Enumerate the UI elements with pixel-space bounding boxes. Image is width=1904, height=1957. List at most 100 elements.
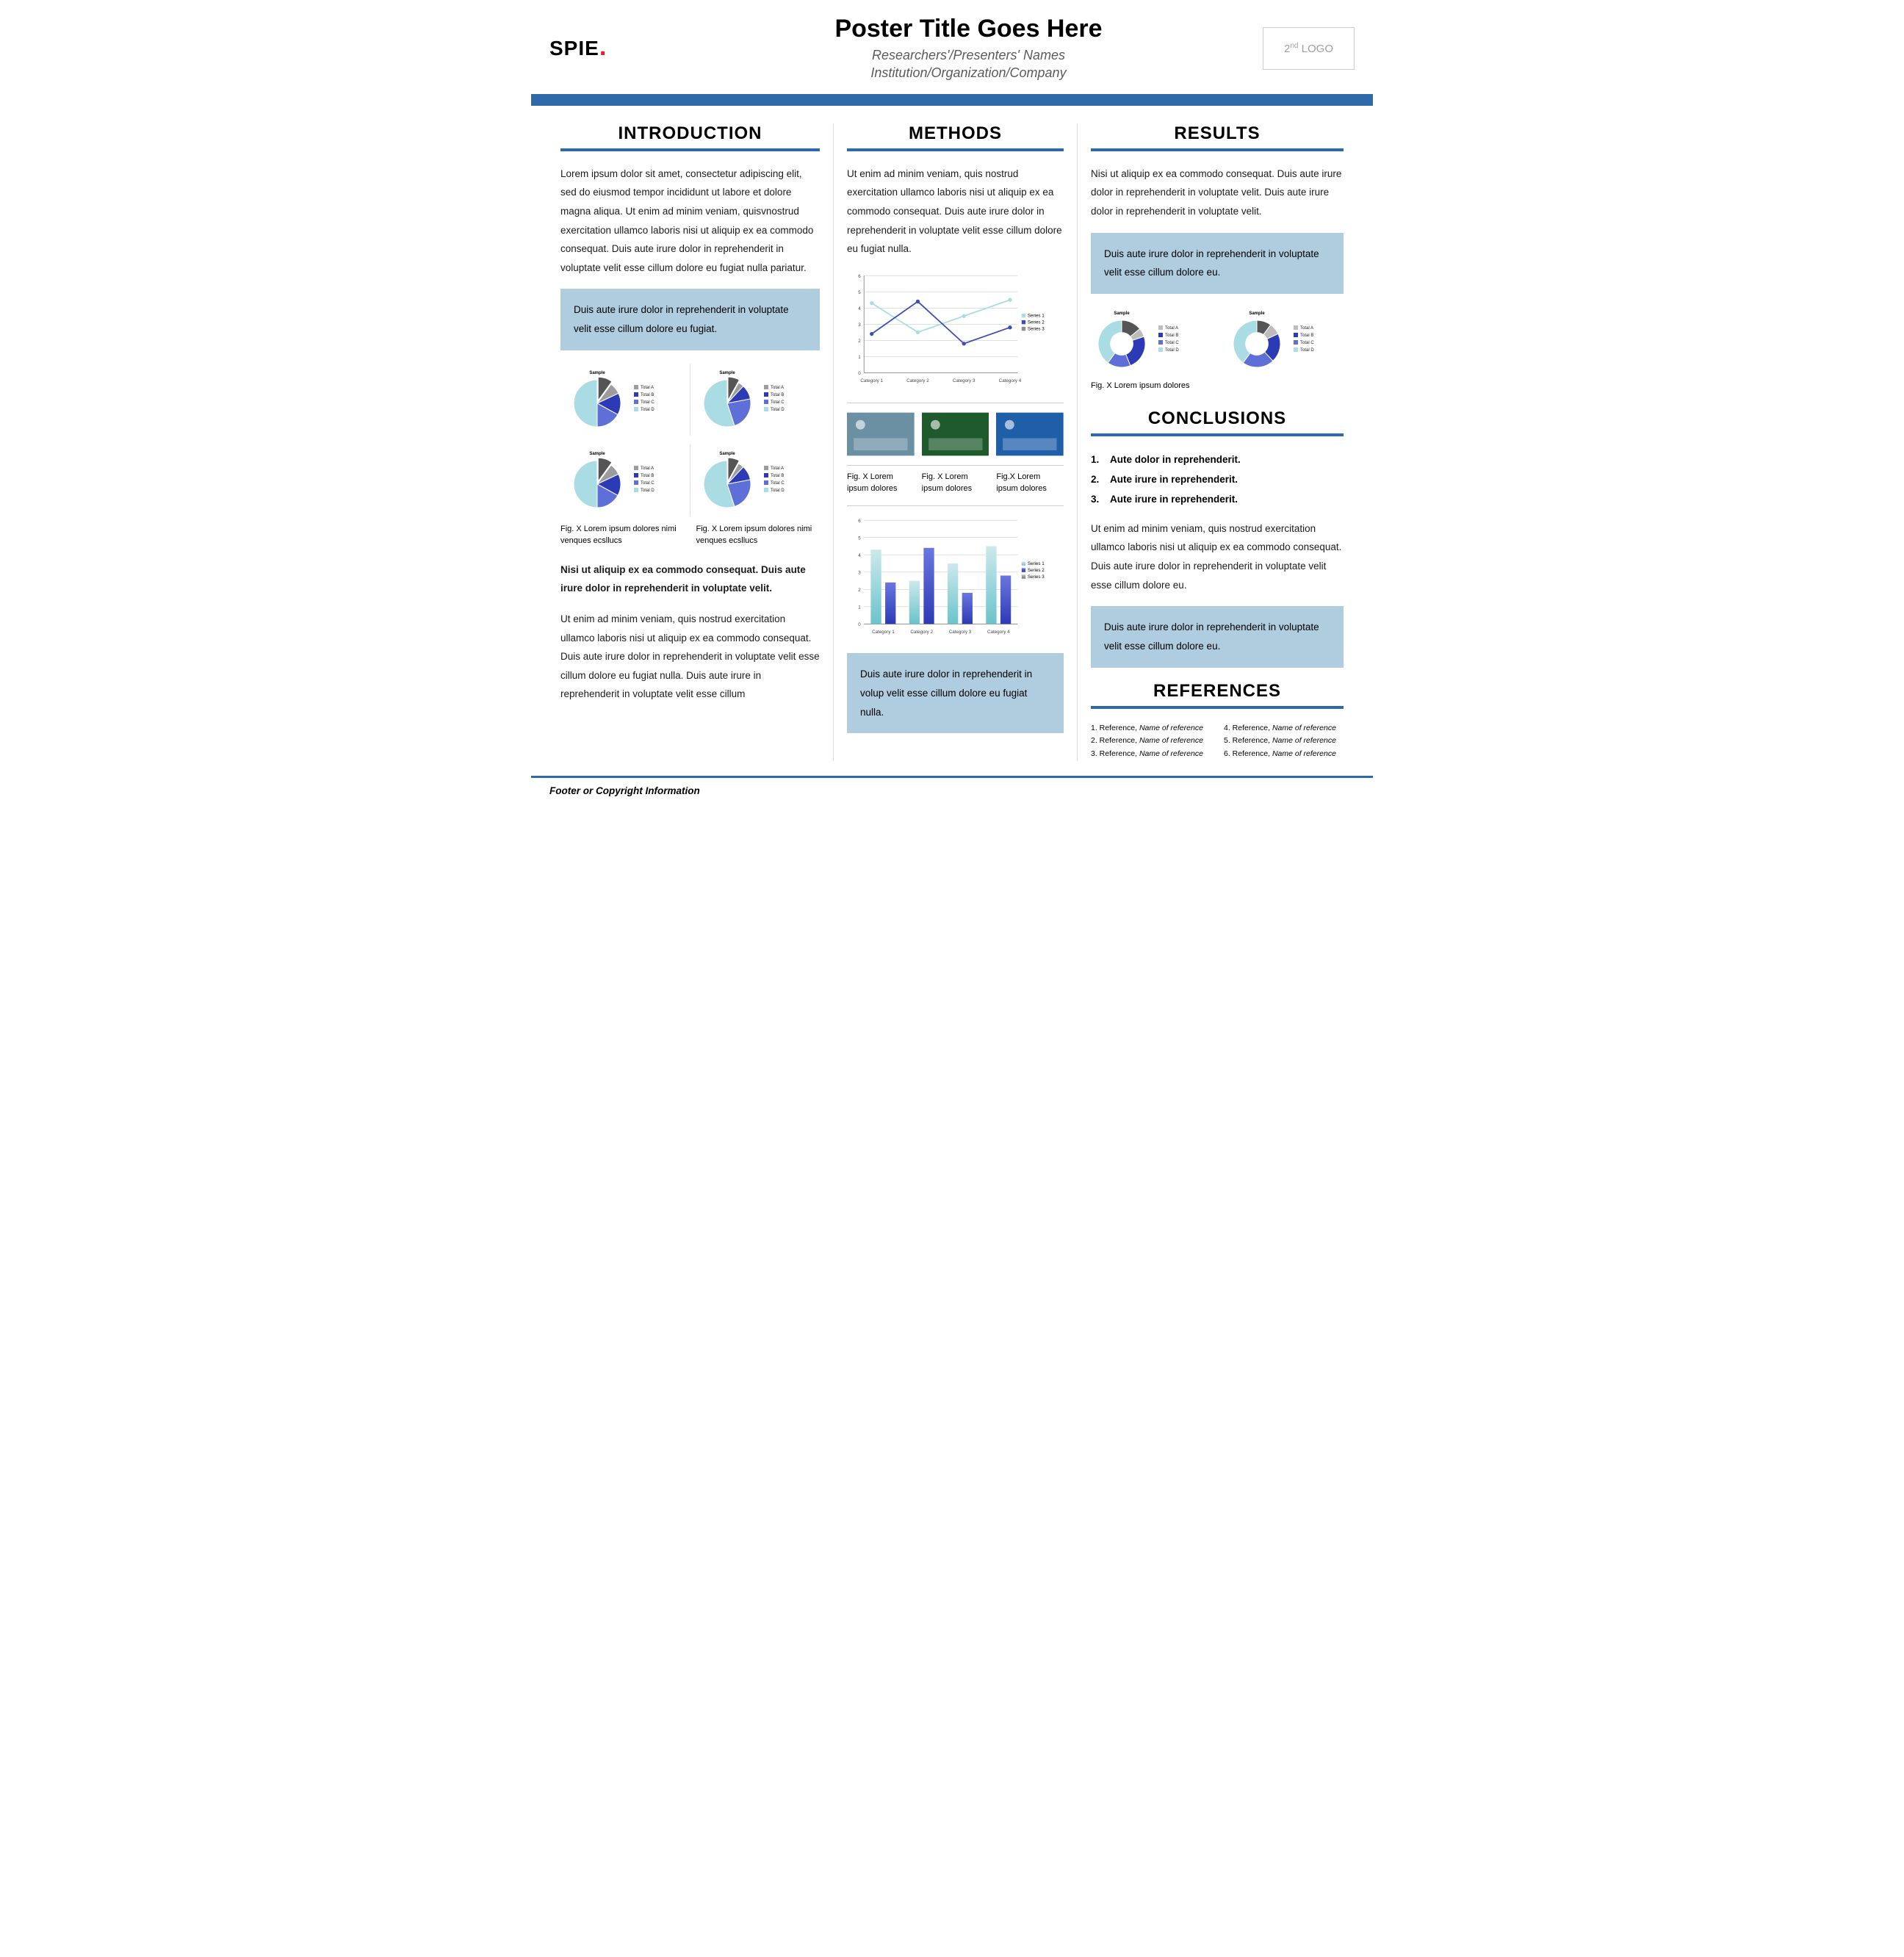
results-para-1: Nisi ut aliquip ex ea commodo consequat.… <box>1091 165 1344 221</box>
pie-caption-2: Fig. X Lorem ipsum dolores nimi venques … <box>690 524 821 547</box>
poster-title: Poster Title Goes Here <box>674 15 1263 43</box>
col-methods: METHODS Ut enim ad minim veniam, quis no… <box>833 123 1077 762</box>
results-callout: Duis aute irure dolor in reprehenderit i… <box>1091 233 1344 294</box>
conclusions-para: Ut enim ad minim veniam, quis nostrud ex… <box>1091 519 1344 595</box>
intro-para-1: Lorem ipsum dolor sit amet, consectetur … <box>560 165 820 278</box>
svg-text:Total D: Total D <box>641 489 654 493</box>
svg-text:Total A: Total A <box>641 386 654 390</box>
photo-caption: Fig.X Lorem ipsum dolores <box>996 472 1064 495</box>
svg-text:4: 4 <box>858 306 861 311</box>
svg-text:Total C: Total C <box>771 400 785 405</box>
svg-text:Total B: Total B <box>771 474 784 478</box>
svg-text:4: 4 <box>858 552 861 558</box>
svg-text:Series 2: Series 2 <box>1028 320 1045 325</box>
svg-text:Category 4: Category 4 <box>999 378 1022 383</box>
svg-text:Total C: Total C <box>641 481 654 486</box>
svg-text:2: 2 <box>858 339 861 344</box>
svg-text:Total B: Total B <box>771 393 784 397</box>
conclusion-item: Aute irure in reprehenderit. <box>1091 469 1344 489</box>
heading-references: REFERENCES <box>1091 681 1344 709</box>
conclusions-callout: Duis aute irure dolor in reprehenderit i… <box>1091 606 1344 667</box>
svg-text:0: 0 <box>858 371 861 376</box>
svg-text:Sample: Sample <box>589 371 605 375</box>
heading-conclusions: CONCLUSIONS <box>1091 408 1344 436</box>
svg-text:Total D: Total D <box>1300 348 1314 353</box>
svg-text:Category 3: Category 3 <box>953 378 976 383</box>
svg-text:Category 2: Category 2 <box>906 378 929 383</box>
bar-chart: 0123456Category 1Category 2Category 3Cat… <box>847 505 1064 644</box>
reference-item: 4. Reference, Name of reference <box>1224 722 1344 735</box>
svg-text:Series 2: Series 2 <box>1028 567 1045 572</box>
heading-results: RESULTS <box>1091 123 1344 151</box>
conclusion-item: Aute irure in reprehenderit. <box>1091 489 1344 509</box>
logo-text: SPIE <box>549 37 599 60</box>
col-introduction: INTRODUCTION Lorem ipsum dolor sit amet,… <box>547 123 833 762</box>
logo-placeholder: 2nd LOGO <box>1263 27 1355 70</box>
svg-text:6: 6 <box>858 518 861 523</box>
svg-text:Sample: Sample <box>1114 311 1130 316</box>
svg-text:Total C: Total C <box>1165 341 1179 345</box>
reference-item: 2. Reference, Name of reference <box>1091 735 1211 748</box>
pie-3: SampleTotal ATotal BTotal CTotal D <box>560 444 690 516</box>
svg-text:Series 1: Series 1 <box>1028 561 1045 566</box>
heading-introduction: INTRODUCTION <box>560 123 820 151</box>
svg-text:Category 1: Category 1 <box>860 378 883 383</box>
logo-right-text: 2nd LOGO <box>1284 42 1333 55</box>
svg-text:Category 4: Category 4 <box>987 629 1010 634</box>
svg-text:0: 0 <box>858 622 861 627</box>
donut-2: SampleTotal ATotal BTotal CTotal D <box>1226 307 1344 373</box>
intro-para-2: Ut enim ad minim veniam, quis nostrud ex… <box>560 610 820 704</box>
svg-text:Total B: Total B <box>641 393 654 397</box>
svg-text:Total B: Total B <box>641 474 654 478</box>
reference-item: 1. Reference, Name of reference <box>1091 722 1211 735</box>
svg-text:Total A: Total A <box>771 466 784 471</box>
intro-para-bold: Nisi ut aliquip ex ea commodo consequat.… <box>560 561 820 598</box>
svg-text:Category 2: Category 2 <box>910 629 933 634</box>
svg-text:Sample: Sample <box>1249 311 1265 316</box>
svg-text:Total D: Total D <box>771 408 785 412</box>
footer-text: Footer or Copyright Information <box>531 778 1373 810</box>
photo-thumb <box>922 411 989 458</box>
pie-grid: Sample Total A Total B Total C Total D Sampl… <box>560 364 820 516</box>
svg-text:3: 3 <box>858 570 861 575</box>
svg-text:5: 5 <box>858 290 861 295</box>
logo-dot: . <box>599 33 607 61</box>
svg-text:Total C: Total C <box>1300 341 1314 345</box>
reference-item: 6. Reference, Name of reference <box>1224 748 1344 761</box>
pie-2: SampleTotal ATotal BTotal CTotal D <box>690 364 820 436</box>
subtitle-2: Institution/Organization/Company <box>674 64 1263 82</box>
conclusion-item: Aute dolor in reprehenderit. <box>1091 450 1344 469</box>
svg-text:Sample: Sample <box>589 452 605 456</box>
svg-text:Category 1: Category 1 <box>872 629 895 634</box>
subtitle-1: Researchers'/Presenters' Names <box>674 46 1263 64</box>
methods-para-1: Ut enim ad minim veniam, quis nostrud ex… <box>847 165 1064 259</box>
photo-caption: Fig. X Lorem ipsum dolores <box>922 472 989 495</box>
svg-text:Total C: Total C <box>771 481 785 486</box>
svg-text:Series 1: Series 1 <box>1028 313 1045 318</box>
photo-row <box>847 403 1064 466</box>
reference-item: 5. Reference, Name of reference <box>1224 735 1344 748</box>
svg-text:Total B: Total B <box>1300 334 1313 338</box>
photo-thumb <box>996 411 1064 458</box>
content-columns: INTRODUCTION Lorem ipsum dolor sit amet,… <box>531 106 1373 776</box>
svg-text:Series 3: Series 3 <box>1028 326 1045 331</box>
pie-1: Sample Total A Total B Total C Total D <box>560 364 690 436</box>
svg-text:Total A: Total A <box>1165 326 1178 331</box>
logo-spie: SPIE. <box>549 37 674 60</box>
photo-thumb <box>847 411 915 458</box>
title-block: Poster Title Goes Here Researchers'/Pres… <box>674 15 1263 82</box>
col-results: RESULTS Nisi ut aliquip ex ea commodo co… <box>1077 123 1357 762</box>
header-row: SPIE. Poster Title Goes Here Researchers… <box>531 0 1373 94</box>
svg-text:3: 3 <box>858 322 861 328</box>
svg-text:Total C: Total C <box>641 400 654 405</box>
donut-row: Sample Total A Total B Total C Total D Sampl… <box>1091 307 1344 373</box>
references-grid: 1. Reference, Name of reference2. Refere… <box>1091 722 1344 762</box>
svg-text:5: 5 <box>858 536 861 541</box>
svg-text:Total D: Total D <box>641 408 654 412</box>
conclusions-list: Aute dolor in reprehenderit.Aute irure i… <box>1091 450 1344 509</box>
svg-text:Series 3: Series 3 <box>1028 574 1045 579</box>
photo-caption: Fig. X Lorem ipsum dolores <box>847 472 915 495</box>
reference-item: 3. Reference, Name of reference <box>1091 748 1211 761</box>
pie-captions: Fig. X Lorem ipsum dolores nimi venques … <box>560 524 820 547</box>
svg-text:1: 1 <box>858 355 861 360</box>
